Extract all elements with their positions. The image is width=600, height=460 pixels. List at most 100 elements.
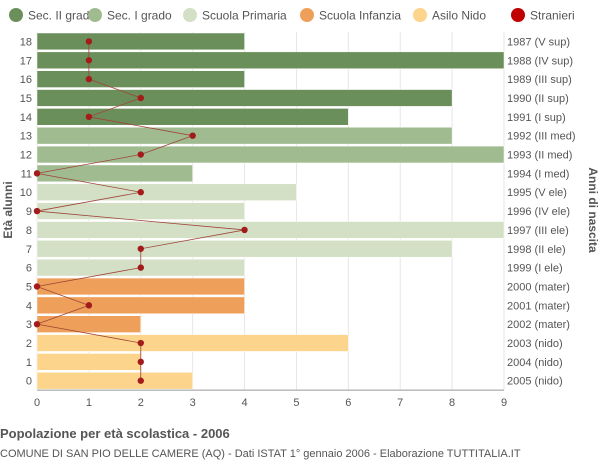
legend-swatch — [9, 8, 23, 22]
legend-item: Asilo Nido — [413, 8, 486, 23]
bar — [36, 240, 453, 258]
age-tick-label: 8 — [26, 225, 32, 237]
age-tick-label: 12 — [20, 150, 32, 162]
birth-year-label: 2002 (mater) — [507, 319, 570, 331]
legend-item: Sec. I grado — [88, 8, 172, 23]
stranieri-point — [85, 75, 93, 83]
birth-year-label: 2001 (mater) — [507, 300, 570, 312]
stranieri-point — [33, 320, 41, 328]
birth-year-label: 1995 (V ele) — [507, 187, 567, 199]
stranieri-point — [33, 207, 41, 215]
age-tick-label: 17 — [20, 55, 32, 67]
bar — [36, 353, 142, 371]
bar — [36, 221, 505, 239]
birth-year-label: 1993 (II med) — [507, 150, 572, 162]
age-tick-label: 7 — [26, 244, 32, 256]
legend-swatch — [413, 8, 427, 22]
chart-subtitle: COMUNE DI SAN PIO DELLE CAMERE (AQ) - Da… — [0, 448, 521, 460]
age-tick-label: 3 — [26, 319, 32, 331]
bar — [36, 51, 505, 69]
birth-year-label: 2005 (nido) — [507, 376, 563, 388]
y-axis-title-left: Età alunni — [1, 181, 15, 238]
stranieri-point — [137, 151, 144, 158]
bar — [36, 296, 245, 314]
y-axis-title-right: Anni di nascita — [586, 167, 600, 253]
birth-year-label: 1999 (I ele) — [507, 263, 563, 275]
stranieri-point — [137, 264, 144, 271]
age-tick-label: 11 — [21, 168, 32, 180]
legend-label: Asilo Nido — [432, 9, 486, 23]
x-tick-label: 9 — [501, 397, 507, 409]
birth-year-label: 1996 (IV ele) — [507, 206, 570, 218]
birth-year-label: 1987 (V sup) — [507, 36, 570, 48]
age-tick-label: 9 — [26, 206, 32, 218]
stranieri-point — [137, 339, 144, 347]
bar — [36, 334, 349, 352]
legend-label: Sec. I grado — [107, 9, 172, 23]
stranieri-point — [189, 132, 196, 139]
x-tick-label: 0 — [34, 397, 40, 409]
bar — [36, 127, 453, 145]
legend-swatch — [300, 8, 314, 22]
bar — [36, 183, 297, 201]
stranieri-point — [137, 94, 144, 102]
birth-year-label: 1997 (III ele) — [507, 225, 569, 237]
stranieri-point — [137, 358, 144, 366]
age-tick-label: 5 — [26, 281, 32, 293]
age-tick-label: 15 — [20, 93, 32, 105]
stranieri-point — [33, 170, 41, 177]
age-tick-label: 14 — [20, 112, 32, 124]
age-tick-label: 2 — [26, 338, 32, 350]
legend-label: Scuola Infanzia — [319, 9, 401, 23]
bar — [36, 32, 245, 51]
birth-year-label: 1990 (II sup) — [507, 93, 569, 105]
bar — [36, 145, 505, 164]
legend-item: Stranieri — [511, 8, 575, 23]
chart-title: Popolazione per età scolastica - 2006 — [0, 426, 230, 441]
stranieri-point — [85, 302, 93, 309]
birth-year-label: 1992 (III med) — [507, 131, 575, 143]
birth-year-label: 1988 (IV sup) — [507, 55, 573, 67]
age-tick-label: 13 — [20, 131, 32, 143]
stranieri-point — [137, 189, 144, 196]
bar — [36, 70, 245, 88]
birth-year-label: 1994 (I med) — [507, 168, 569, 180]
age-tick-label: 0 — [26, 376, 32, 388]
axes: 0 1 2 3 4 5 6 7 8 918 1987 (V sup)17 1988 (IV sup)1… — [20, 36, 576, 409]
age-tick-label: 16 — [20, 74, 32, 86]
x-tick-label: 6 — [345, 397, 351, 409]
x-tick-label: 7 — [397, 397, 403, 409]
stranieri-point — [85, 38, 93, 45]
legend-swatch — [88, 8, 102, 22]
stranieri-point — [137, 245, 144, 252]
bar — [36, 108, 349, 126]
age-tick-label: 1 — [26, 357, 32, 369]
x-tick-label: 4 — [241, 397, 247, 409]
legend-swatch — [511, 8, 525, 22]
bar — [36, 164, 193, 183]
bars — [36, 32, 505, 390]
legend-label: Sec. II grado — [28, 9, 96, 23]
stranieri-point — [85, 57, 93, 64]
x-tick-label: 8 — [449, 397, 455, 409]
legend-item: Scuola Infanzia — [300, 8, 401, 23]
birth-year-label: 2003 (nido) — [507, 338, 563, 350]
bar — [36, 372, 193, 390]
x-tick-label: 5 — [293, 397, 299, 409]
legend-item: Scuola Primaria — [183, 8, 287, 23]
legend-item: Sec. II grado — [9, 8, 96, 23]
age-tick-label: 4 — [26, 300, 32, 312]
birth-year-label: 1989 (III sup) — [507, 74, 572, 86]
age-tick-label: 10 — [20, 187, 32, 199]
x-tick-label: 2 — [138, 397, 144, 409]
x-tick-label: 1 — [86, 397, 92, 409]
age-tick-label: 18 — [20, 36, 32, 48]
birth-year-label: 1998 (II ele) — [507, 244, 566, 256]
stranieri-point — [241, 226, 248, 234]
stranieri-series — [33, 38, 248, 384]
stranieri-point — [137, 377, 144, 384]
birth-year-label: 2004 (nido) — [507, 357, 563, 369]
stranieri-point — [85, 113, 93, 121]
legend-label: Stranieri — [530, 9, 575, 23]
